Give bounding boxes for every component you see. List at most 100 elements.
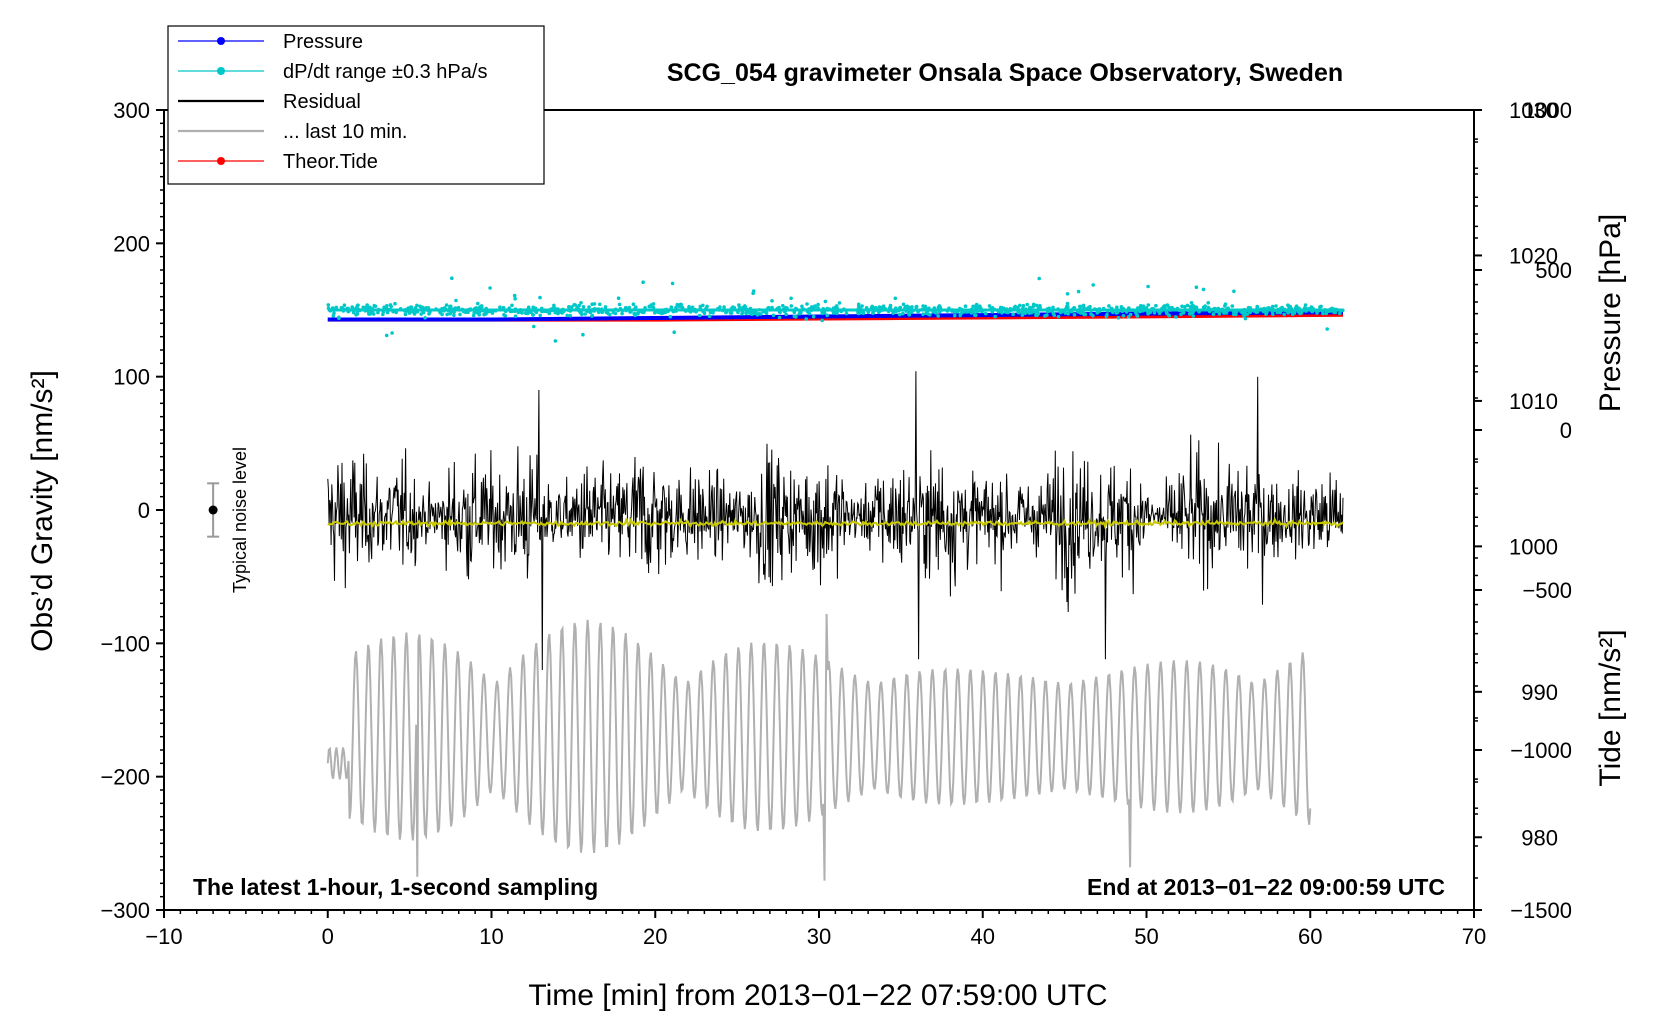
- dpdt-point: [1275, 310, 1280, 315]
- dpdt-point: [668, 314, 673, 319]
- dpdt-point: [1072, 306, 1077, 310]
- dpdt-point: [529, 310, 533, 315]
- dpdt-point: [1274, 304, 1278, 308]
- dpdt-point: [1107, 304, 1111, 308]
- dpdt-point: [1105, 312, 1109, 317]
- dpdt-point: [978, 304, 982, 309]
- dpdt-point: [820, 318, 824, 323]
- x-tick-label: 60: [1298, 924, 1322, 949]
- dpdt-point: [1216, 306, 1221, 311]
- dpdt-point: [990, 306, 995, 310]
- noise-label: Typical noise level: [230, 447, 250, 593]
- y-pressure-tick-label: 1010: [1509, 389, 1558, 414]
- dpdt-point: [488, 286, 492, 290]
- dpdt-point: [1126, 314, 1131, 319]
- note-sampling: The latest 1-hour, 1-second sampling: [193, 874, 598, 900]
- dpdt-point: [1046, 307, 1050, 311]
- dpdt-point: [642, 309, 646, 314]
- dpdt-point: [661, 310, 666, 314]
- dpdt-point: [370, 307, 375, 311]
- dpdt-point: [1283, 308, 1288, 313]
- dpdt-point: [705, 304, 709, 309]
- dpdt-point: [1064, 304, 1069, 309]
- dpdt-point: [905, 307, 909, 311]
- dpdt-point: [334, 305, 339, 310]
- legend-label: dP/dt range ±0.3 hPa/s: [283, 61, 487, 83]
- dpdt-point: [483, 309, 488, 314]
- dpdt-point: [1051, 305, 1055, 310]
- dpdt-point: [1324, 311, 1329, 316]
- dpdt-point: [1169, 306, 1173, 311]
- legend-item: Residual: [178, 91, 361, 113]
- legend-label: Residual: [283, 91, 361, 113]
- dpdt-point: [1065, 301, 1070, 306]
- dpdt-point: [518, 308, 523, 312]
- dpdt-point: [376, 307, 381, 312]
- dpdt-point: [962, 309, 966, 314]
- dpdt-point: [1208, 307, 1213, 312]
- dpdt-point: [653, 310, 657, 315]
- dpdt-point: [449, 310, 453, 314]
- dpdt-point: [866, 310, 871, 315]
- dpdt-point: [351, 310, 356, 315]
- dpdt-point: [990, 310, 995, 314]
- dpdt-point: [953, 313, 957, 318]
- dpdt-point: [387, 308, 392, 312]
- dpdt-point: [1226, 307, 1231, 312]
- dpdt-point: [577, 303, 581, 308]
- dpdt-point: [490, 311, 495, 315]
- dpdt-point: [1083, 312, 1088, 317]
- dpdt-point: [963, 304, 968, 309]
- dpdt-point: [1065, 292, 1070, 296]
- dpdt-point: [1152, 310, 1157, 315]
- dpdt-point: [974, 309, 979, 314]
- dpdt-point: [789, 304, 794, 308]
- y-pressure-tick-label: 990: [1521, 680, 1558, 705]
- dpdt-point: [996, 310, 1001, 314]
- dpdt-point: [751, 308, 756, 313]
- dpdt-point: [1183, 305, 1187, 309]
- dpdt-point: [451, 307, 456, 312]
- dpdt-point: [1124, 309, 1129, 314]
- dpdt-point: [1255, 306, 1260, 310]
- dpdt-point: [771, 313, 776, 318]
- dpdt-point: [519, 310, 524, 315]
- dpdt-point: [450, 276, 454, 281]
- y-left-tick-label: 0: [138, 498, 150, 523]
- dpdt-point: [856, 305, 861, 309]
- dpdt-point: [542, 309, 547, 314]
- legend-items: Pressure dP/dt range ±0.3 hPa/s Residual..…: [178, 31, 487, 173]
- dpdt-point: [655, 310, 660, 314]
- dpdt-point: [1028, 306, 1032, 310]
- dpdt-point: [513, 296, 517, 301]
- dpdt-point: [932, 307, 937, 311]
- dpdt-point: [684, 308, 689, 312]
- dpdt-point: [844, 308, 849, 313]
- dpdt-point: [426, 308, 431, 313]
- dpdt-point: [947, 306, 951, 311]
- dpdt-point: [552, 308, 557, 312]
- dpdt-point: [813, 304, 817, 308]
- x-tick-label: −10: [145, 924, 182, 949]
- dpdt-point: [1191, 314, 1196, 318]
- dpdt-point: [1254, 310, 1259, 315]
- dpdt-point: [476, 301, 480, 306]
- dpdt-point: [581, 332, 585, 337]
- dpdt-point: [1325, 327, 1329, 331]
- dpdt-point: [507, 306, 512, 311]
- dpdt-point: [860, 304, 864, 308]
- dpdt-point: [770, 305, 774, 310]
- dpdt-point: [1109, 306, 1114, 311]
- dpdt-point: [844, 311, 849, 316]
- dpdt-point: [1092, 307, 1097, 312]
- dpdt-point: [1316, 308, 1321, 313]
- dpdt-point: [823, 299, 828, 304]
- y-left-tick-label: 100: [113, 365, 150, 390]
- dpdt-point: [894, 309, 898, 314]
- dpdt-point: [980, 309, 984, 314]
- dpdt-point: [945, 309, 950, 313]
- dpdt-point: [1020, 310, 1025, 315]
- dpdt-point: [740, 312, 744, 316]
- dpdt-point: [546, 310, 551, 314]
